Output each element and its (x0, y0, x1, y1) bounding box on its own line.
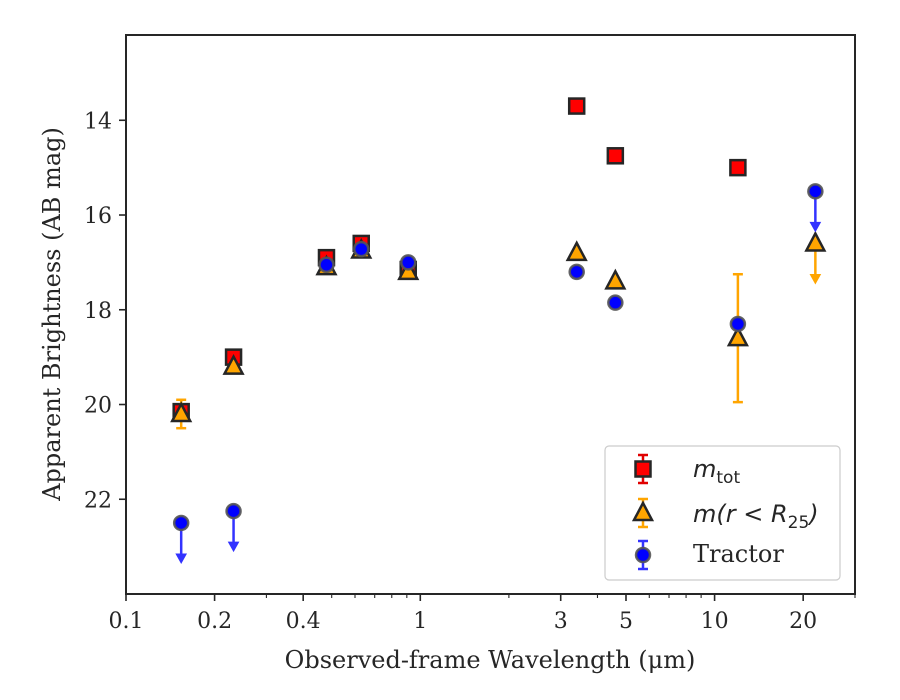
y-tick-label: 16 (84, 204, 112, 229)
legend-label-tractor: Tractor (693, 540, 784, 568)
square-point (729, 158, 747, 177)
triangle-point (804, 230, 827, 252)
legend: mtot m(r < R25) Tractor (604, 445, 841, 581)
circle-point (729, 315, 747, 333)
square-point (606, 147, 625, 165)
circle-upper-limit-arrow-head (809, 221, 822, 233)
legend-box (604, 445, 841, 581)
x-tick-label: 3 (554, 609, 568, 634)
circle-point (318, 256, 335, 274)
triangle-point (565, 240, 588, 262)
circle-point (607, 294, 624, 311)
y-tick-label: 22 (84, 488, 112, 513)
y-tick-label: 14 (84, 109, 112, 134)
circle-upper-limit-arrow-head (175, 553, 188, 564)
y-axis-label: Apparent Brightness (AB mag) (38, 127, 66, 502)
legend-handles (631, 453, 655, 571)
x-tick-label: 5 (619, 609, 633, 634)
x-tick-label: 0.1 (109, 609, 144, 634)
circle-point (399, 254, 417, 271)
axis-ticks: 0.1 0.2 0.4 1 3 5 10 20 14 16 18 20 22 (84, 109, 856, 634)
legend-circle-marker (634, 546, 652, 564)
circle-upper-limit-arrow-head (227, 541, 240, 553)
y-tick-label: 18 (84, 299, 112, 324)
circle-point (172, 514, 190, 532)
plot-frame (125, 34, 856, 595)
square-point (567, 97, 586, 115)
legend-triangle-marker (631, 500, 655, 522)
x-tick-label: 1 (413, 609, 427, 634)
triangle-point (604, 268, 627, 290)
triangle-point (222, 353, 245, 375)
x-tick-label: 0.4 (286, 609, 321, 634)
legend-label-mr25: m(r < R25) (693, 500, 819, 533)
triangle-point (170, 401, 193, 423)
circle-point (352, 240, 370, 258)
triangle-point (726, 325, 749, 347)
triangle-upper-limit-arrow-head (809, 273, 822, 285)
x-tick-label: 20 (789, 609, 817, 634)
circle-point (225, 502, 242, 520)
y-tick-label: 20 (84, 394, 112, 419)
series-triangle (170, 230, 827, 430)
x-axis-label: Observed-frame Wavelength (μm) (285, 646, 696, 674)
series-square (172, 97, 747, 421)
x-tick-label: 10 (701, 609, 729, 634)
circle-point (807, 183, 824, 200)
legend-square-marker (634, 460, 652, 478)
circle-point (568, 263, 585, 281)
series-circle (172, 183, 824, 564)
legend-label-mtot: mtot (693, 455, 740, 488)
data-markers (170, 97, 827, 564)
x-tick-label: 0.2 (197, 609, 232, 634)
